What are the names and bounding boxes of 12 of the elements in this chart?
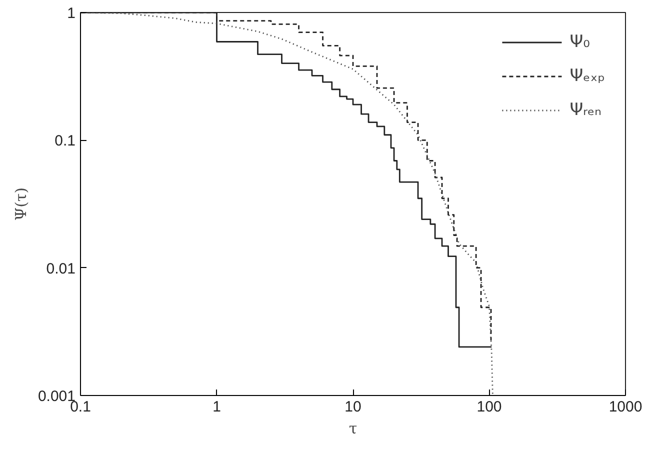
y-tick-label: 1 — [67, 5, 76, 22]
x-tick-label: 10 — [344, 398, 362, 416]
legend-label: Ψᵣₑₙ — [570, 100, 602, 120]
y-axis-title: Ψ(τ) — [12, 187, 30, 221]
x-tick-label: 1 — [212, 398, 221, 416]
x-tick-label: 100 — [476, 398, 502, 416]
x-tick-label: 1000 — [608, 398, 642, 416]
y-tick-label: 0.1 — [54, 132, 76, 150]
y-tick-label: 0.01 — [46, 260, 76, 278]
legend-label: Ψ₀ — [570, 32, 590, 52]
legend-label: Ψₑₓₚ — [570, 66, 605, 86]
x-axis-title: τ — [348, 420, 358, 438]
